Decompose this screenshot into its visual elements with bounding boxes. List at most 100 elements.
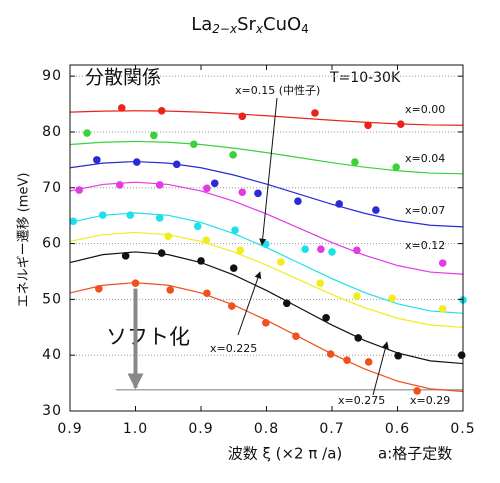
y-tick-label: 60: [42, 236, 62, 252]
data-point: [193, 222, 202, 231]
data-point: [322, 314, 330, 322]
y-axis-label: エネルギー遷移 (meV): [17, 173, 32, 308]
arrow: [237, 271, 262, 336]
x-axis-note: a:格子定数: [378, 445, 452, 463]
arrow: [259, 97, 278, 246]
data-point: [121, 252, 130, 260]
data-point: [438, 305, 447, 313]
y-tick-label: 50: [42, 291, 62, 307]
chart-title: La2−xSrxCuO4: [191, 14, 309, 36]
data-point: [316, 279, 325, 288]
data-point: [354, 334, 363, 342]
plot-area: [69, 75, 467, 395]
data-point: [93, 156, 101, 164]
arrow: [372, 341, 389, 396]
data-point: [229, 264, 238, 272]
fit-curve: [69, 212, 464, 314]
data-point: [229, 151, 237, 159]
data-point: [238, 188, 247, 197]
data-point: [277, 258, 285, 266]
annotation: 分散関係: [85, 67, 161, 89]
data-point: [311, 109, 319, 117]
data-point: [351, 158, 359, 166]
data-point: [164, 232, 173, 241]
x-tick-label: 0.8: [254, 421, 279, 437]
data-point: [326, 350, 335, 358]
data-point: [69, 217, 78, 226]
data-point: [117, 104, 126, 112]
data-point: [353, 292, 361, 300]
data-point: [155, 214, 164, 222]
data-point: [364, 121, 372, 130]
data-point: [343, 356, 351, 365]
fit-curve: [69, 231, 464, 328]
series-label: x=0.00: [405, 103, 445, 116]
x-tick-label: 0.6: [385, 421, 410, 437]
fit-curve: [69, 181, 464, 275]
data-point: [394, 351, 402, 360]
data-point: [438, 259, 447, 267]
data-point: [197, 257, 205, 265]
data-point: [95, 284, 103, 293]
data-point: [238, 112, 247, 121]
data-point: [157, 106, 166, 115]
data-point: [262, 319, 270, 327]
fit-curve: [69, 140, 464, 175]
x-tick-label: 1.0: [123, 421, 148, 437]
series-label: x=0.12: [405, 239, 445, 252]
data-point: [254, 189, 262, 198]
data-point: [203, 289, 211, 298]
data-point: [131, 279, 140, 288]
y-tick-label: 40: [42, 347, 62, 363]
data-point: [283, 299, 291, 308]
data-point: [335, 200, 344, 208]
data-point: [413, 387, 421, 395]
data-point: [396, 120, 405, 128]
y-tick-label: 90: [42, 68, 62, 84]
x-axis-label: 波数 ξ (×2 π /a): [228, 445, 343, 463]
data-point: [353, 246, 361, 255]
data-point: [210, 179, 219, 188]
data-point: [75, 186, 83, 194]
data-point: [292, 332, 300, 341]
data-point: [98, 211, 107, 219]
data-point: [189, 140, 198, 149]
data-point: [126, 211, 135, 219]
data-point: [392, 163, 400, 171]
data-point: [202, 236, 211, 245]
data-point: [388, 294, 397, 303]
annotation: ソフト化: [106, 325, 190, 349]
data-point: [231, 226, 239, 234]
y-tick-label: 80: [42, 124, 62, 140]
series-label: x=0.275: [338, 394, 385, 407]
series-label: x=0.04: [405, 152, 445, 165]
series-label: x=0.29: [410, 394, 450, 407]
series-label: x=0.15 (中性子): [235, 83, 320, 97]
data-point: [364, 358, 373, 366]
plot-frame: [69, 64, 464, 412]
data-point: [157, 249, 166, 257]
data-point: [172, 160, 181, 169]
data-point: [203, 184, 211, 193]
data-point: [294, 197, 302, 205]
data-point: [372, 206, 380, 214]
data-point: [133, 158, 141, 166]
series-label: x=0.07: [405, 204, 445, 217]
data-point: [115, 181, 124, 189]
data-point: [166, 286, 175, 294]
data-point: [262, 240, 270, 248]
y-tick-label: 70: [42, 180, 62, 196]
series-label: x=0.225: [210, 342, 257, 355]
data-point: [150, 131, 158, 140]
data-point: [83, 129, 91, 137]
x-tick-label: 0.5: [450, 421, 475, 437]
data-point: [317, 245, 325, 253]
x-tick-label: 0.9: [188, 421, 213, 437]
x-tick-label: 0.9: [57, 421, 82, 437]
y-tick-label: 30: [42, 403, 62, 419]
annotation: T=10-30K: [329, 70, 401, 86]
data-point: [301, 245, 309, 253]
data-point: [236, 246, 245, 255]
data-point: [227, 302, 236, 310]
